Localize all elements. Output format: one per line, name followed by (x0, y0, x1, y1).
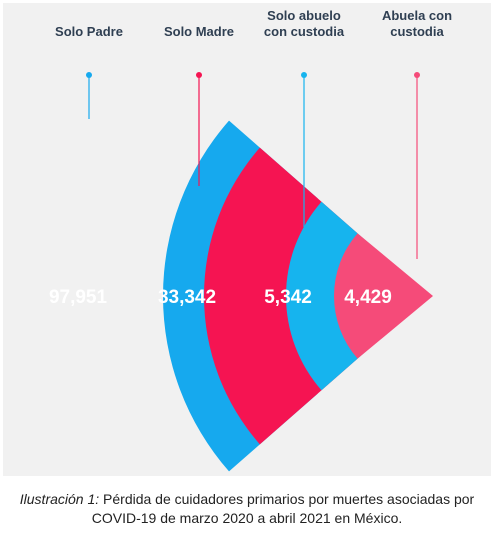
value-label-2: 33,342 (158, 287, 216, 308)
category-label-2-line-1: Solo Madre (164, 24, 234, 39)
value-label-1: 97,951 (49, 287, 108, 308)
category-label-3-line-2: con custodia (264, 24, 345, 39)
leader-dot-3 (301, 72, 307, 78)
figure-caption: Ilustración 1: Pérdida de cuidadores pri… (0, 490, 494, 528)
leader-dot-4 (414, 72, 420, 78)
category-label-2: Solo Madre (164, 24, 234, 39)
funnel-chart: Solo Padre 97,951 Solo Madre 33,342 Solo abu… (3, 3, 491, 476)
value-label-3: 5,342 (264, 287, 312, 308)
caption-text: Pérdida de cuidadores primarios por muer… (91, 491, 475, 526)
funnel-chart-svg: Solo Padre 97,951 Solo Madre 33,342 Solo abu… (49, 8, 452, 472)
category-label-3: Solo abuelo con custodia (264, 8, 345, 39)
category-label-1: Solo Padre (55, 24, 123, 39)
category-label-1-line-1: Solo Padre (55, 24, 123, 39)
leader-dot-1 (86, 72, 92, 78)
category-label-4: Abuela con custodia (382, 8, 452, 39)
leader-dot-2 (196, 72, 202, 78)
category-label-4-line-1: Abuela con (382, 8, 452, 23)
category-label-4-line-2: custodia (390, 24, 444, 39)
caption-prefix: Ilustración 1: (19, 491, 100, 507)
value-label-4: 4,429 (344, 287, 392, 308)
category-label-3-line-1: Solo abuelo (267, 8, 341, 23)
funnel-segment-4 (333, 233, 433, 359)
